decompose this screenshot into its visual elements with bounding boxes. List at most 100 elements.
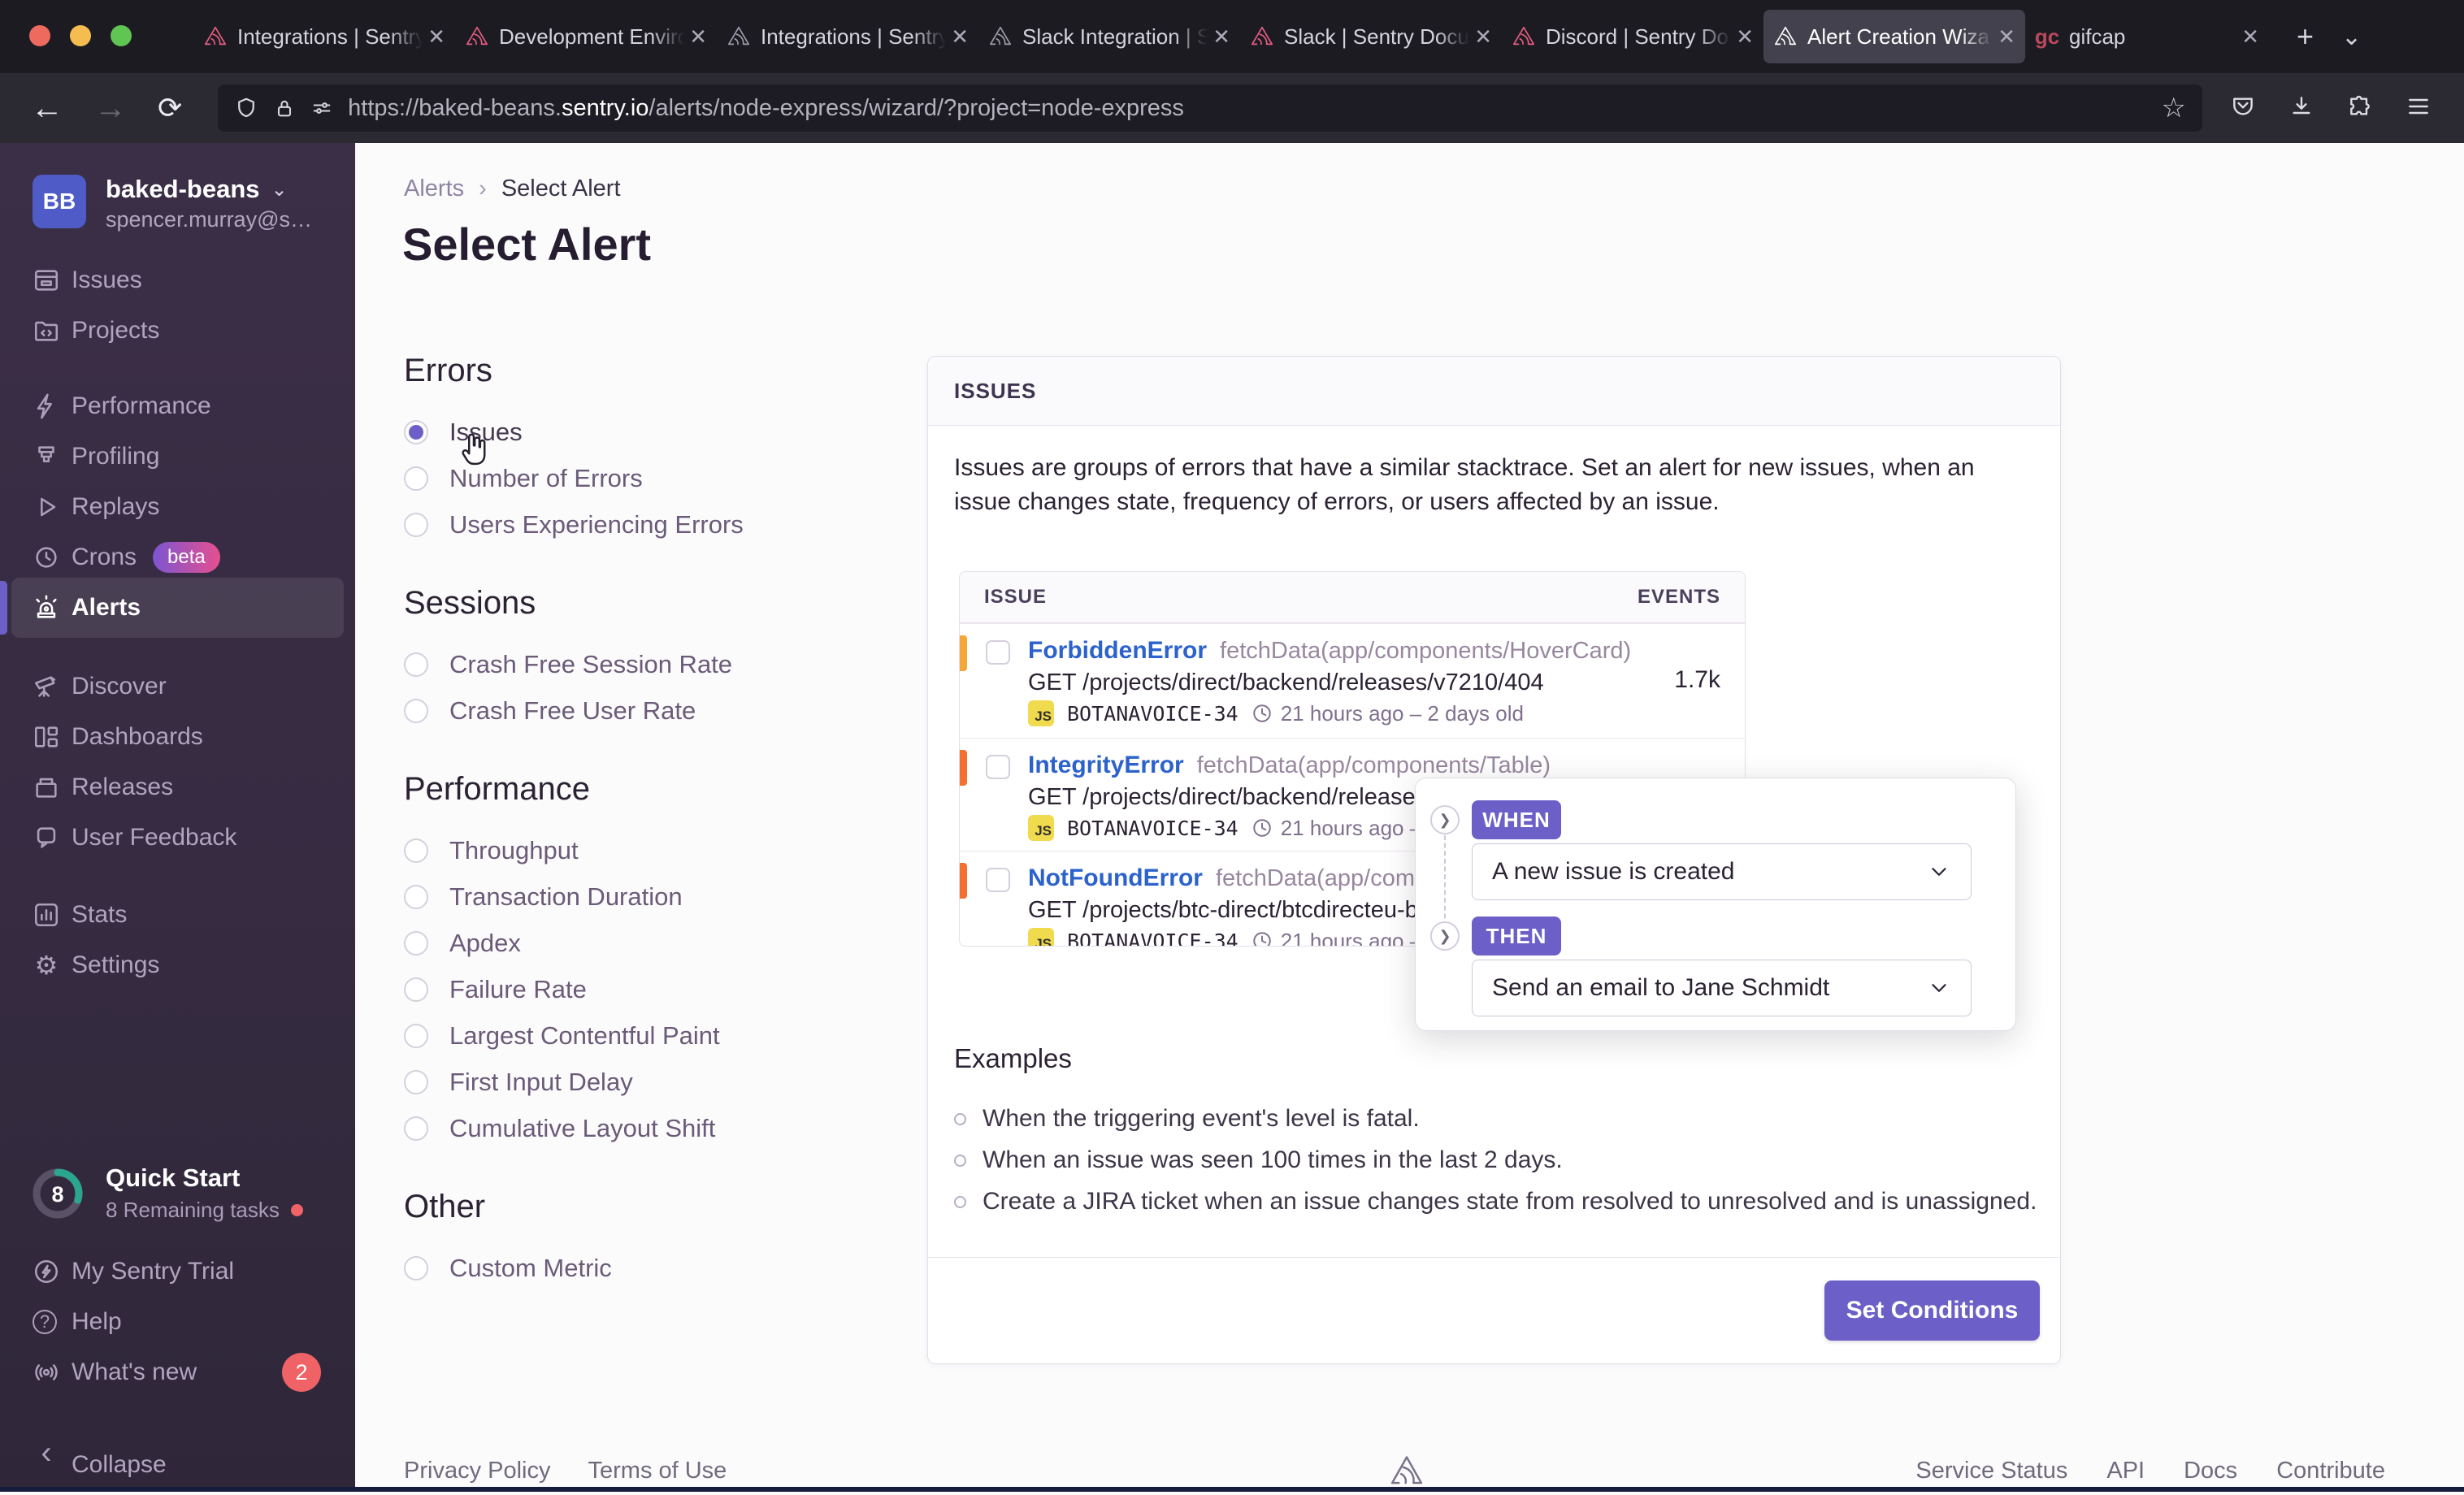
url-bar[interactable]: https://baked-beans. sentry.io /alerts/n… [218, 84, 2202, 132]
sidebar-item-crons[interactable]: Crons beta [0, 532, 355, 583]
pocket-icon[interactable] [2230, 93, 2256, 124]
radio-number-of-errors[interactable]: Number of Errors [404, 455, 908, 501]
extensions-puzzle-icon[interactable] [2347, 93, 2373, 124]
footer-link-terms[interactable]: Terms of Use [588, 1458, 727, 1484]
radio-icon[interactable] [404, 977, 428, 1002]
radio-transaction-duration[interactable]: Transaction Duration [404, 873, 908, 920]
tab-close-icon[interactable]: ✕ [1998, 24, 2015, 49]
forward-icon[interactable]: → [94, 89, 127, 126]
sidebar-item-user-feedback[interactable]: User Feedback [0, 812, 355, 863]
new-tab-button[interactable]: + [2297, 20, 2314, 53]
download-icon[interactable] [2288, 93, 2314, 124]
issues-icon [33, 266, 60, 294]
radio-icon[interactable] [404, 838, 428, 863]
quick-start[interactable]: 8 Quick Start 8 Remaining tasks [31, 1164, 303, 1223]
issue-row[interactable]: ForbiddenError fetchData(app/components/H… [960, 623, 1745, 738]
tab-close-icon[interactable]: ✕ [1474, 24, 1492, 49]
radio-largest-contentful-paint[interactable]: Largest Contentful Paint [404, 1012, 908, 1059]
radio-custom-metric[interactable]: Custom Metric [404, 1245, 908, 1291]
radio-throughput[interactable]: Throughput [404, 827, 908, 873]
radio-icon[interactable] [404, 1116, 428, 1141]
sidebar-item-alerts[interactable]: Alerts [0, 578, 355, 638]
tab-close-icon[interactable]: ✕ [951, 24, 969, 49]
whats-new-badge: 2 [282, 1353, 321, 1392]
radio-apdex[interactable]: Apdex [404, 920, 908, 966]
issue-checkbox[interactable] [986, 755, 1010, 779]
sidebar-collapse-button[interactable]: ‹ Collapse [0, 1435, 355, 1490]
window-close-button[interactable] [29, 25, 50, 46]
radio-crash-free-session-rate[interactable]: Crash Free Session Rate [404, 641, 908, 687]
then-select[interactable]: Send an email to Jane Schmidt [1472, 960, 1972, 1016]
bookmark-star-icon[interactable]: ☆ [2161, 93, 2186, 124]
tab-close-icon[interactable]: ✕ [2241, 24, 2259, 49]
radio-icon[interactable] [404, 698, 428, 723]
radio-first-input-delay[interactable]: First Input Delay [404, 1059, 908, 1105]
radio-issues[interactable]: Issues [404, 409, 908, 455]
browser-tab[interactable]: Slack Integration | S ✕ [978, 10, 1240, 63]
issue-checkbox[interactable] [986, 640, 1010, 665]
footer-link-api[interactable]: API [2106, 1458, 2145, 1484]
tab-close-icon[interactable]: ✕ [1212, 24, 1230, 49]
radio-failure-rate[interactable]: Failure Rate [404, 966, 908, 1012]
footer-link-privacy[interactable]: Privacy Policy [404, 1458, 551, 1484]
sidebar-item-help[interactable]: ? Help [0, 1297, 355, 1347]
browser-tab[interactable]: Integrations | Sentry ✕ [717, 10, 978, 63]
issue-title-link[interactable]: IntegrityError [1028, 752, 1184, 778]
gifcap-favicon: gc [2034, 24, 2060, 49]
sidebar-item-profiling[interactable]: Profiling [0, 431, 355, 482]
radio-icon[interactable] [404, 652, 428, 677]
window-zoom-button[interactable] [111, 25, 132, 46]
radio-icon[interactable] [404, 884, 428, 909]
sidebar-item-releases[interactable]: Releases [0, 762, 355, 812]
set-conditions-button[interactable]: Set Conditions [1824, 1280, 2040, 1341]
footer-link-service-status[interactable]: Service Status [1915, 1458, 2068, 1484]
browser-tab[interactable]: Discord | Sentry Do ✕ [1502, 10, 1763, 63]
sidebar-item-issues[interactable]: Issues [0, 255, 355, 306]
radio-icon[interactable] [404, 1069, 428, 1094]
browser-tab[interactable]: Development Enviro ✕ [455, 10, 717, 63]
lock-icon[interactable] [273, 97, 296, 119]
radio-icon[interactable] [404, 512, 428, 537]
sidebar-item-replays[interactable]: Replays [0, 482, 355, 532]
issue-checkbox[interactable] [986, 868, 1010, 892]
tab-close-icon[interactable]: ✕ [1736, 24, 1754, 49]
browser-tab[interactable]: Integrations | Sentry ✕ [193, 10, 455, 63]
org-switcher[interactable]: BB baked-beans ⌄ spencer.murray@s… [33, 175, 312, 232]
tab-close-icon[interactable]: ✕ [427, 24, 445, 49]
sidebar-item-whats-new[interactable]: What's new 2 [0, 1347, 355, 1398]
tab-close-icon[interactable]: ✕ [689, 24, 707, 49]
gear-icon: ⚙ [34, 951, 59, 980]
list-tabs-icon[interactable]: ⌄ [2341, 23, 2362, 50]
radio-crash-free-user-rate[interactable]: Crash Free User Rate [404, 687, 908, 734]
footer-link-contribute[interactable]: Contribute [2276, 1458, 2385, 1484]
browser-tab-active[interactable]: Alert Creation Wiza ✕ [1763, 10, 2025, 63]
radio-users-experiencing-errors[interactable]: Users Experiencing Errors [404, 501, 908, 548]
sidebar-item-performance[interactable]: Performance [0, 381, 355, 431]
footer-link-docs[interactable]: Docs [2184, 1458, 2238, 1484]
radio-icon[interactable] [404, 466, 428, 491]
sidebar-item-trial[interactable]: My Sentry Trial [0, 1246, 355, 1297]
issue-title-link[interactable]: ForbiddenError [1028, 637, 1208, 664]
issue-title-link[interactable]: NotFoundError [1028, 864, 1203, 891]
menu-hamburger-icon[interactable] [2405, 93, 2431, 124]
radio-cumulative-layout-shift[interactable]: Cumulative Layout Shift [404, 1105, 908, 1151]
radio-icon[interactable] [404, 419, 428, 444]
sidebar-item-dashboards[interactable]: Dashboards [0, 712, 355, 762]
sidebar-item-stats[interactable]: Stats [0, 890, 355, 940]
sidebar-item-discover[interactable]: Discover [0, 661, 355, 712]
back-icon[interactable]: ← [31, 89, 63, 126]
radio-icon[interactable] [404, 930, 428, 956]
radio-icon[interactable] [404, 1023, 428, 1048]
browser-tab[interactable]: gc gifcap ✕ [2034, 24, 2259, 49]
breadcrumb-alerts[interactable]: Alerts [404, 176, 465, 202]
radio-icon[interactable] [404, 1255, 428, 1280]
shield-icon[interactable] [234, 96, 258, 120]
issue-row[interactable]: IntegrityError fetchData(app/components/T… [960, 738, 1745, 851]
sidebar-item-projects[interactable]: Projects [0, 306, 355, 356]
when-select[interactable]: A new issue is created [1472, 843, 1972, 900]
browser-tab[interactable]: Slack | Sentry Docu ✕ [1240, 10, 1502, 63]
window-minimize-button[interactable] [70, 25, 91, 46]
refresh-icon[interactable]: ⟳ [158, 91, 183, 124]
permissions-icon[interactable] [310, 97, 333, 119]
sidebar-item-settings[interactable]: ⚙ Settings [0, 940, 355, 990]
